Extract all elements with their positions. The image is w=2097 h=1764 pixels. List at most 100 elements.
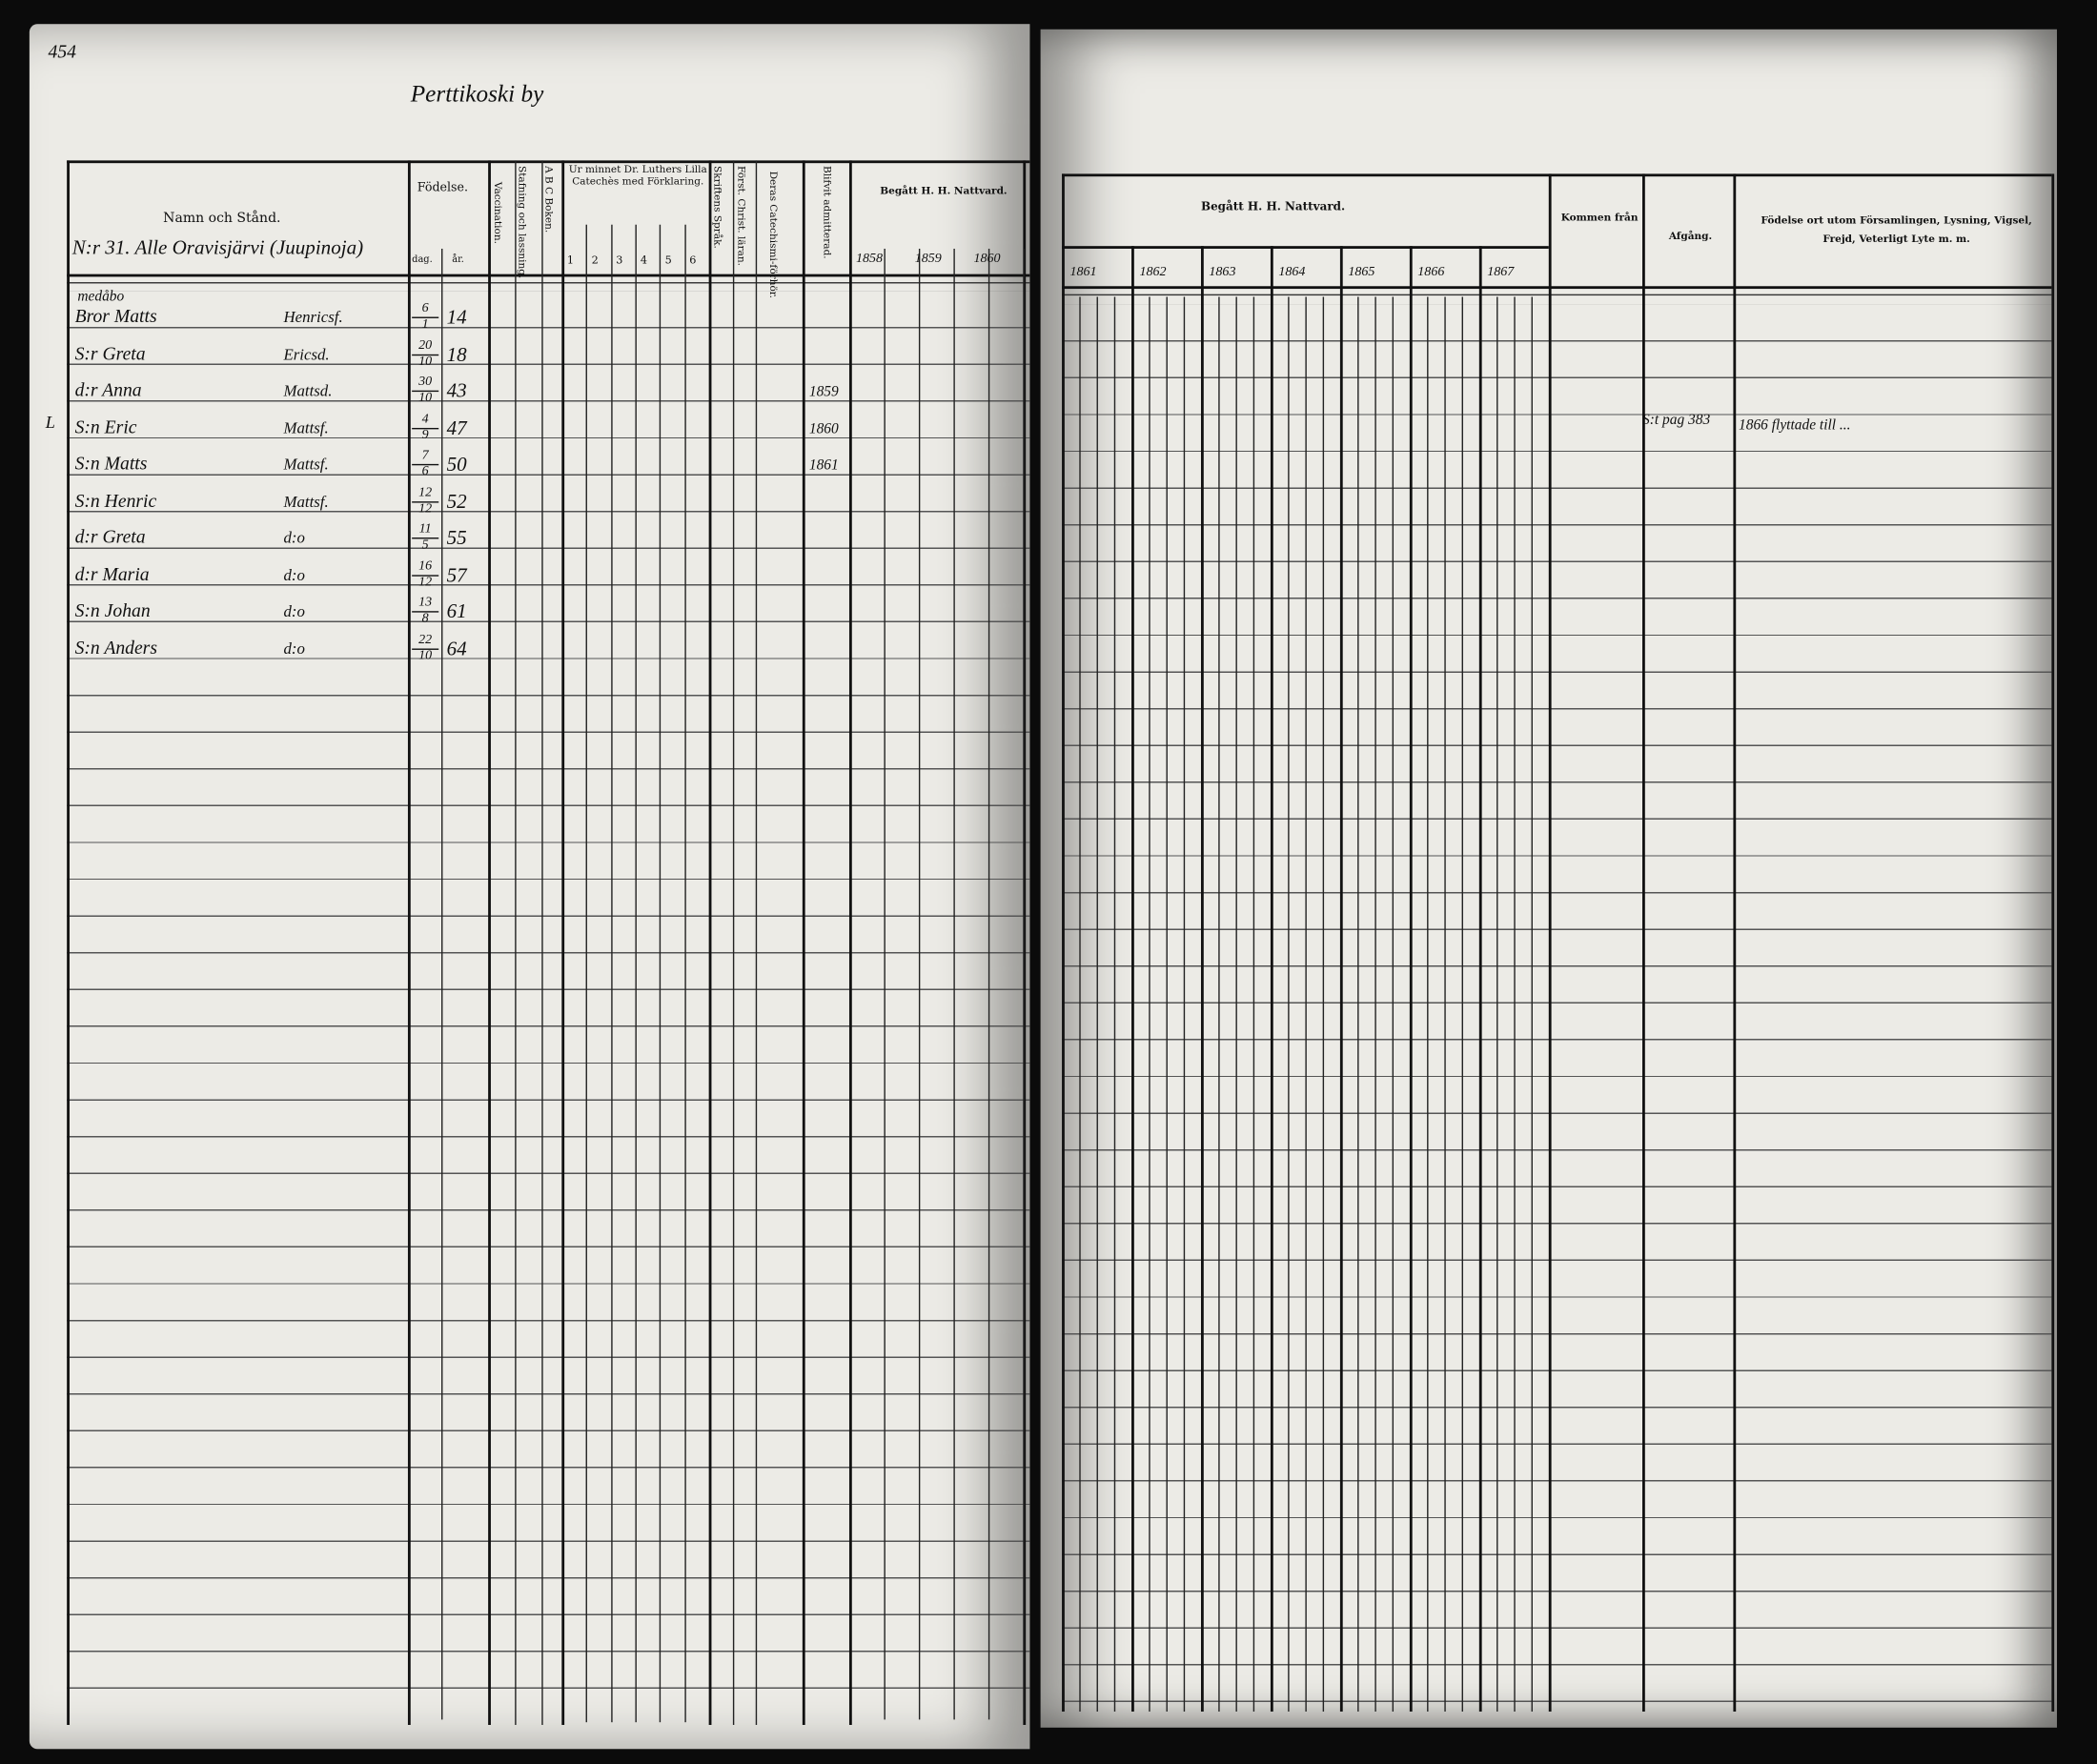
header-birth: Födelse.	[417, 181, 469, 195]
left-page: 454 Perttikoski by Namn och Stånd. N:r 3…	[29, 24, 1030, 1750]
entry-birth-month: 8	[412, 611, 439, 625]
column-divider	[1200, 246, 1204, 1712]
entry-birth-day: 30	[418, 374, 433, 390]
entry-birth-year: 64	[446, 638, 467, 660]
entry-name: S:n Henric	[74, 491, 157, 512]
header-catechism-part: 2	[591, 253, 599, 267]
entry-birth-year: 61	[446, 601, 467, 623]
header-catechism: Ur minnet Dr. Luthers Lilla Catechès med…	[568, 163, 707, 188]
column-divider	[1339, 246, 1343, 1712]
column-divider	[1288, 296, 1290, 1712]
column-divider	[1166, 296, 1168, 1712]
header-catechism-part: 5	[664, 253, 672, 267]
column-divider	[1270, 246, 1273, 1712]
entry-name: d:r Maria	[74, 564, 150, 585]
entry-stand: Mattsf.	[283, 491, 329, 511]
household-heading: N:r 31. Alle Oravisjärvi (Juupinoja)	[71, 237, 364, 260]
column-divider	[1131, 246, 1134, 1712]
margin-mark: L	[45, 412, 55, 433]
column-divider	[1531, 296, 1533, 1712]
right-page: Begått H. H. Nattvard. 1861 1862 1863 1864 1…	[1040, 29, 2057, 1728]
column-divider	[407, 160, 411, 1725]
header-communion: Begått H. H. Nattvard.	[880, 184, 1008, 197]
header-catechism-part: 3	[616, 253, 623, 267]
header-came-from: Kommen från	[1560, 211, 1639, 224]
column-divider	[1183, 296, 1186, 1712]
entry-birth-month: 5	[412, 537, 439, 552]
entry-birth-month: 12	[412, 500, 439, 515]
column-divider	[610, 224, 613, 1723]
entry-birth-day: 4	[421, 411, 429, 426]
entry-birth-day: 22	[418, 631, 433, 647]
entry-admitted-year: 1859	[808, 383, 839, 400]
column-divider	[1514, 296, 1516, 1712]
header-catechism-part: 6	[689, 253, 697, 267]
entry-birth-year: 57	[446, 564, 467, 587]
entry-stand: Mattsf.	[283, 417, 329, 437]
entry-birth-year: 50	[446, 455, 467, 476]
entry-stand: d:o	[283, 638, 305, 658]
column-divider	[1427, 296, 1429, 1712]
column-divider	[1218, 296, 1220, 1712]
column-divider	[848, 160, 852, 1725]
entry-birth-year: 18	[446, 344, 467, 366]
entry-stand: Mattsf.	[283, 455, 329, 474]
header-year: 1863	[1209, 264, 1236, 280]
column-divider	[67, 160, 70, 1725]
column-divider	[732, 160, 735, 1725]
header-name: Namn och Stånd.	[163, 211, 281, 227]
column-divider	[1113, 296, 1116, 1712]
entry-birth-month: 10	[412, 390, 439, 404]
column-divider	[1252, 296, 1255, 1712]
column-divider	[1235, 296, 1237, 1712]
column-divider	[987, 248, 990, 1720]
header-communion-right: Begått H. H. Nattvard.	[1200, 200, 1346, 214]
header-year: 1864	[1278, 264, 1306, 280]
entry-name: d:r Greta	[74, 528, 146, 549]
column-divider	[541, 160, 543, 1725]
entry-name: S:n Matts	[74, 455, 148, 476]
column-divider	[802, 160, 805, 1725]
column-divider	[953, 248, 955, 1720]
column-divider	[1096, 296, 1098, 1712]
column-divider	[1461, 296, 1463, 1712]
page-number: 454	[48, 42, 76, 63]
entry-birth-day: 16	[418, 558, 433, 574]
entry-stand: d:o	[283, 528, 305, 547]
column-divider	[708, 160, 712, 1725]
header-admitted: Blifvit admitterad.	[821, 165, 834, 259]
column-divider	[1305, 296, 1307, 1712]
entry-name: d:r Anna	[74, 380, 142, 401]
entry-stand: d:o	[283, 564, 305, 584]
entry-birth-day: 20	[418, 337, 433, 353]
entry-birth-year: 43	[446, 380, 467, 403]
header-year: 1858	[855, 251, 884, 267]
entry-birth-month: 12	[412, 574, 439, 588]
column-divider	[488, 160, 491, 1725]
remarks-entry: 1866 flyttade till ...	[1739, 416, 1851, 434]
column-divider	[441, 248, 443, 1720]
entry-name: S:n Anders	[74, 638, 157, 659]
header-their-catechism: Deras Catechismi-förhör.	[767, 171, 781, 299]
entry-stand: Mattsd.	[283, 380, 333, 400]
header-remarks: Födelse ort utom Församlingen, Lysning, …	[1761, 213, 2032, 245]
column-divider	[585, 224, 588, 1723]
column-divider	[1149, 296, 1150, 1712]
header-departure: Afgång.	[1668, 230, 1713, 242]
entry-stand: d:o	[283, 601, 305, 621]
header-vaccination: Vaccination.	[492, 181, 504, 244]
column-divider	[1374, 296, 1376, 1712]
entry-birth-day: 6	[421, 300, 429, 316]
column-divider	[1357, 296, 1359, 1712]
column-divider	[515, 160, 517, 1725]
entry-birth-year: 14	[446, 307, 467, 330]
column-divider	[918, 248, 921, 1720]
column-divider	[1023, 248, 1025, 1720]
column-divider	[683, 224, 686, 1723]
column-divider	[1444, 296, 1446, 1712]
entry-birth-month: 10	[412, 647, 439, 662]
entry-name: S:n Johan	[74, 601, 151, 622]
column-divider	[1409, 246, 1413, 1712]
header-birth-year: år.	[452, 253, 464, 265]
entry-birth-year: 55	[446, 528, 467, 550]
